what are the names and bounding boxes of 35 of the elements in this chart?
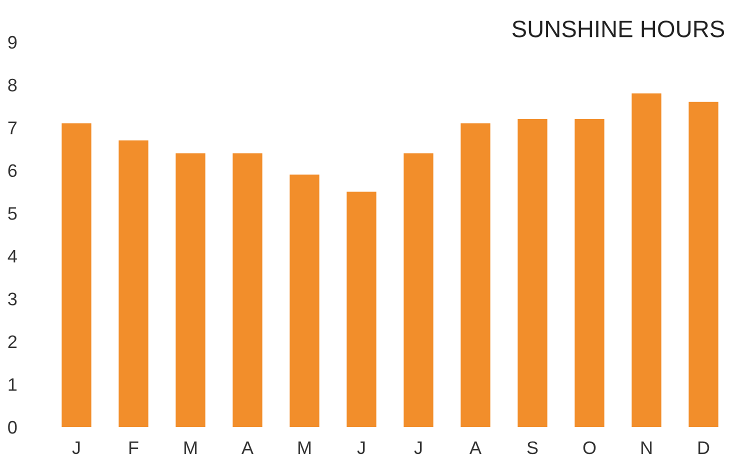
bar [518,119,548,427]
x-tick-label: O [583,441,596,454]
y-tick-label: 3 [8,292,17,306]
bar [346,192,376,427]
bar [460,123,490,427]
bar [176,153,206,427]
y-tick-label: 6 [8,164,17,178]
x-tick-label: D [698,442,710,454]
bar [632,93,662,427]
y-tick-label: 2 [8,335,17,348]
y-tick-label: 9 [8,36,17,49]
x-tick-label: N [641,442,652,454]
x-tick-label: A [470,442,482,454]
x-tick-label: M [298,442,311,454]
x-tick-label: S [527,441,538,454]
y-tick-label: 1 [8,378,17,391]
bar [118,140,148,427]
bar [574,119,604,427]
bar [62,123,92,427]
bar [232,153,262,427]
y-tick-label: 5 [8,207,17,220]
x-tick-label: J [357,442,365,454]
x-tick-label: A [242,442,254,454]
bar [404,153,434,427]
y-tick-label: 0 [8,420,17,434]
y-tick-label: 8 [8,78,17,92]
chart-title: SUNSHINE HOURS [512,20,724,38]
x-tick-label: F [129,442,138,454]
y-tick-label: 4 [8,250,17,262]
x-tick-label: J [414,442,422,454]
bar [290,174,320,427]
x-tick-label: J [72,442,80,454]
bar [688,102,718,427]
x-tick-label: M [184,442,197,454]
y-tick-label: 7 [8,122,17,134]
